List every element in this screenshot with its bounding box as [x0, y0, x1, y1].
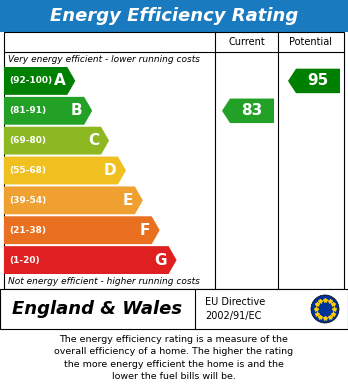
- Text: (69-80): (69-80): [9, 136, 46, 145]
- Text: Not energy efficient - higher running costs: Not energy efficient - higher running co…: [8, 278, 200, 287]
- Polygon shape: [4, 187, 143, 214]
- Text: Potential: Potential: [290, 37, 332, 47]
- Text: England & Wales: England & Wales: [13, 300, 183, 318]
- Circle shape: [311, 295, 339, 323]
- Text: (81-91): (81-91): [9, 106, 46, 115]
- Text: (55-68): (55-68): [9, 166, 46, 175]
- Polygon shape: [222, 99, 274, 123]
- Text: Current: Current: [228, 37, 265, 47]
- Polygon shape: [4, 246, 176, 274]
- Text: Energy Efficiency Rating: Energy Efficiency Rating: [50, 7, 298, 25]
- Text: A: A: [54, 74, 65, 88]
- Polygon shape: [288, 69, 340, 93]
- Text: E: E: [122, 193, 133, 208]
- Text: C: C: [88, 133, 99, 148]
- Text: F: F: [139, 223, 150, 238]
- Text: (21-38): (21-38): [9, 226, 46, 235]
- Bar: [4, 32, 344, 289]
- Bar: [0, 0, 348, 32]
- Polygon shape: [4, 97, 92, 125]
- Text: Very energy efficient - lower running costs: Very energy efficient - lower running co…: [8, 54, 200, 63]
- Polygon shape: [4, 127, 109, 154]
- Polygon shape: [4, 216, 160, 244]
- Text: 83: 83: [242, 103, 263, 118]
- Text: D: D: [103, 163, 116, 178]
- Text: G: G: [154, 253, 167, 267]
- Bar: [0, 289, 348, 329]
- Text: EU Directive
2002/91/EC: EU Directive 2002/91/EC: [205, 298, 265, 321]
- Polygon shape: [4, 67, 75, 95]
- Text: The energy efficiency rating is a measure of the
overall efficiency of a home. T: The energy efficiency rating is a measur…: [54, 335, 294, 381]
- Text: (92-100): (92-100): [9, 76, 52, 85]
- Text: B: B: [71, 103, 82, 118]
- Text: (1-20): (1-20): [9, 256, 40, 265]
- Polygon shape: [4, 156, 126, 185]
- Text: (39-54): (39-54): [9, 196, 46, 205]
- Text: 95: 95: [307, 74, 329, 88]
